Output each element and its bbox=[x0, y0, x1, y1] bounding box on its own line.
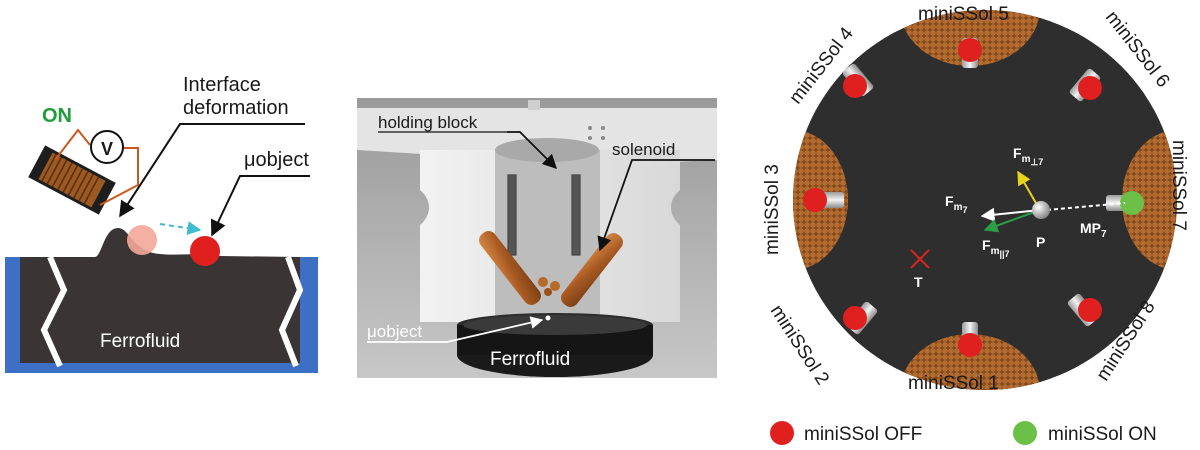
voltmeter-label: V bbox=[101, 139, 113, 159]
interface-leader bbox=[119, 123, 305, 218]
ferrofluid-label-b: Ferrofluid bbox=[490, 349, 570, 370]
solenoid-coil-a bbox=[28, 145, 116, 215]
object-leader-a bbox=[210, 175, 310, 237]
ferrofluid-body bbox=[20, 228, 300, 363]
status-dot-1 bbox=[958, 333, 982, 357]
solenoid-label-5: miniSSol 5 bbox=[918, 4, 1009, 25]
target-label: T bbox=[914, 274, 923, 290]
panel-b: holding block solenoid μobject Ferroflui… bbox=[357, 98, 717, 378]
object-ghost bbox=[127, 225, 157, 255]
holding-block-label: holding block bbox=[378, 113, 478, 132]
object-b bbox=[545, 315, 551, 321]
coils bbox=[793, 10, 1177, 390]
solenoid-label-2: miniSSol 2 bbox=[766, 301, 833, 389]
fm-arrow bbox=[980, 207, 1041, 222]
screws bbox=[507, 174, 581, 256]
solenoid-leader bbox=[597, 159, 715, 252]
status-dot-3 bbox=[803, 188, 827, 212]
motion-arrow bbox=[159, 221, 202, 236]
mp-line bbox=[1046, 202, 1126, 211]
status-dot-7 bbox=[1120, 191, 1144, 215]
mp-label: MP7 bbox=[1080, 220, 1107, 240]
fm-par-arrow bbox=[983, 209, 1041, 233]
solenoid-rods bbox=[479, 231, 623, 307]
status-dot-2 bbox=[843, 306, 867, 330]
legend-off-swatch bbox=[770, 421, 794, 445]
circuit-wire bbox=[54, 128, 139, 206]
object-p bbox=[1032, 201, 1050, 219]
legend-on-swatch bbox=[1013, 421, 1037, 445]
solenoid-label-7: miniSSol 7 bbox=[1168, 140, 1189, 231]
break-mark-right bbox=[278, 255, 304, 368]
fm-par-label: Fm||7 bbox=[982, 237, 1010, 259]
interface-label-line2: deformation bbox=[183, 97, 289, 119]
object-label-b: μobject bbox=[367, 322, 422, 341]
legend: miniSSol OFF miniSSol ON bbox=[770, 421, 1157, 445]
status-dot-4 bbox=[843, 74, 867, 98]
fm-label: Fm7 bbox=[945, 193, 967, 215]
object-red bbox=[190, 236, 220, 266]
on-label: ON bbox=[42, 105, 72, 127]
status-dot-6 bbox=[1078, 76, 1102, 100]
legend-off-label: miniSSol OFF bbox=[804, 424, 922, 445]
holding-block-leader bbox=[507, 131, 558, 170]
panel-a: Ferrofluid V ON Interface deformation bbox=[5, 74, 318, 373]
object-label-a: μobject bbox=[244, 149, 309, 171]
object-leader-b bbox=[367, 316, 544, 343]
break-mark-left bbox=[40, 255, 68, 368]
solenoid-label-3: miniSSol 3 bbox=[762, 164, 783, 255]
status-dot-5 bbox=[958, 38, 982, 62]
solenoid-label-1: miniSSol 1 bbox=[908, 373, 999, 394]
ferrofluid-label-a: Ferrofluid bbox=[100, 331, 180, 352]
panel-c: T P Fm⊥7 Fm7 Fm||7 MP7 miniSSol 1 miniSS… bbox=[762, 4, 1189, 445]
interface-label-line1: Interface bbox=[183, 74, 261, 96]
status-dot-8 bbox=[1078, 298, 1102, 322]
voltmeter-icon bbox=[90, 130, 124, 164]
legend-on-label: miniSSol ON bbox=[1048, 424, 1157, 445]
solenoid-label: solenoid bbox=[612, 140, 675, 159]
p-label: P bbox=[1036, 234, 1045, 250]
solenoid-status-dots bbox=[803, 38, 1144, 357]
disk bbox=[793, 10, 1177, 390]
fm-perp-label: Fm⊥7 bbox=[1013, 145, 1043, 167]
target-marker bbox=[910, 249, 930, 269]
